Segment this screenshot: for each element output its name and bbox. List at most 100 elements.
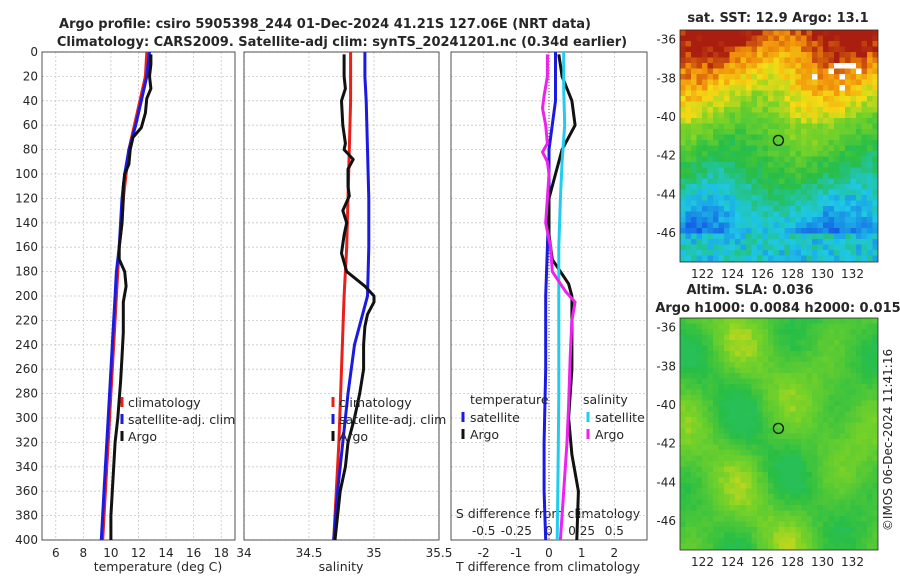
heatmap-cell xyxy=(801,417,807,423)
heatmap-cell xyxy=(751,334,757,340)
heatmap-cell xyxy=(724,52,730,58)
heatmap-cell xyxy=(867,499,873,505)
heatmap-cell xyxy=(718,428,724,434)
heatmap-cell xyxy=(784,178,790,184)
heatmap-cell xyxy=(696,345,702,351)
heatmap-cell xyxy=(867,395,873,401)
series-line-satellite-adj-clim xyxy=(332,52,371,541)
heatmap-cell xyxy=(779,428,785,434)
heatmap-cell xyxy=(856,239,862,245)
heatmap-cell xyxy=(713,521,719,527)
heatmap-cell xyxy=(768,52,774,58)
heatmap-cell xyxy=(696,450,702,456)
heatmap-cell xyxy=(817,140,823,146)
heatmap-cell xyxy=(696,90,702,96)
heatmap-cell xyxy=(801,222,807,228)
heatmap-cell xyxy=(845,318,851,324)
heatmap-cell xyxy=(729,483,735,489)
heatmap-cell xyxy=(845,250,851,256)
heatmap-cell xyxy=(801,538,807,544)
heatmap-cell xyxy=(680,505,686,511)
heatmap-cell xyxy=(773,101,779,107)
heatmap-cell xyxy=(779,156,785,162)
heatmap-cell xyxy=(856,367,862,373)
heatmap-cell xyxy=(801,35,807,41)
heatmap-cell xyxy=(685,532,691,538)
heatmap-cell xyxy=(707,400,713,406)
heatmap-cell xyxy=(779,373,785,379)
heatmap-cell xyxy=(740,107,746,113)
heatmap-cell xyxy=(817,145,823,151)
heatmap-cell xyxy=(856,356,862,362)
heatmap-cell xyxy=(861,228,867,234)
heatmap-cell xyxy=(806,101,812,107)
heatmap-cell xyxy=(845,466,851,472)
heatmap-cell xyxy=(817,395,823,401)
heatmap-cell xyxy=(867,189,873,195)
heatmap-cell xyxy=(801,510,807,516)
heatmap-cell xyxy=(696,107,702,113)
heatmap-cell xyxy=(729,422,735,428)
heatmap-cell xyxy=(680,206,686,212)
heatmap-cell xyxy=(713,351,719,357)
heatmap-cell xyxy=(707,543,713,549)
heatmap-cell xyxy=(850,323,856,329)
heatmap-cell xyxy=(867,400,873,406)
heatmap-cell xyxy=(790,101,796,107)
difference-profile-panel: T difference from climatology S differen… xyxy=(450,51,648,574)
heatmap-cell xyxy=(729,395,735,401)
heatmap-cell xyxy=(729,400,735,406)
heatmap-cell xyxy=(812,167,818,173)
heatmap-cell xyxy=(713,206,719,212)
heatmap-cell xyxy=(773,389,779,395)
heatmap-cell xyxy=(784,261,790,262)
heatmap-cell xyxy=(823,461,829,467)
map-x-tick-label: 128 xyxy=(781,555,804,569)
heatmap-cell xyxy=(762,527,768,533)
heatmap-cell xyxy=(790,63,796,69)
heatmap-cell xyxy=(735,439,741,445)
heatmap-cell xyxy=(680,417,686,423)
heatmap-cell xyxy=(812,351,818,357)
heatmap-cell xyxy=(861,96,867,102)
heatmap-cell xyxy=(757,217,763,223)
heatmap-cell xyxy=(740,411,746,417)
heatmap-cell xyxy=(867,79,873,85)
heatmap-cell xyxy=(773,228,779,234)
heatmap-cell xyxy=(757,140,763,146)
heatmap-cell xyxy=(773,345,779,351)
heatmap-cell xyxy=(768,455,774,461)
heatmap-cell xyxy=(735,345,741,351)
heatmap-cell xyxy=(867,439,873,445)
heatmap-cell xyxy=(680,217,686,223)
heatmap-cell xyxy=(817,134,823,140)
y-tick-label: 400 xyxy=(15,533,38,547)
heatmap-cell xyxy=(762,378,768,384)
heatmap-cell xyxy=(817,239,823,245)
argo-location-marker xyxy=(772,134,785,147)
heatmap-cell xyxy=(773,156,779,162)
heatmap-cell xyxy=(861,483,867,489)
heatmap-cell xyxy=(834,206,840,212)
heatmap-cell xyxy=(751,90,757,96)
heatmap-cell xyxy=(828,101,834,107)
heatmap-cell xyxy=(779,217,785,223)
heatmap-cell xyxy=(861,74,867,80)
heatmap-cell xyxy=(801,461,807,467)
heatmap-cell xyxy=(872,41,878,47)
heatmap-cell xyxy=(724,356,730,362)
heatmap-cell xyxy=(872,351,878,357)
heatmap-cell xyxy=(801,200,807,206)
heatmap-cell xyxy=(790,52,796,58)
heatmap-cell xyxy=(735,90,741,96)
s-tick-label: 0.5 xyxy=(605,524,624,538)
heatmap-cell xyxy=(757,318,763,324)
heatmap-cell xyxy=(729,406,735,412)
heatmap-cell xyxy=(751,96,757,102)
heatmap-cell xyxy=(757,200,763,206)
heatmap-cell xyxy=(867,178,873,184)
heatmap-cell xyxy=(828,140,834,146)
heatmap-cell xyxy=(801,74,807,80)
heatmap-cell xyxy=(839,79,845,85)
heatmap-cell xyxy=(685,543,691,549)
